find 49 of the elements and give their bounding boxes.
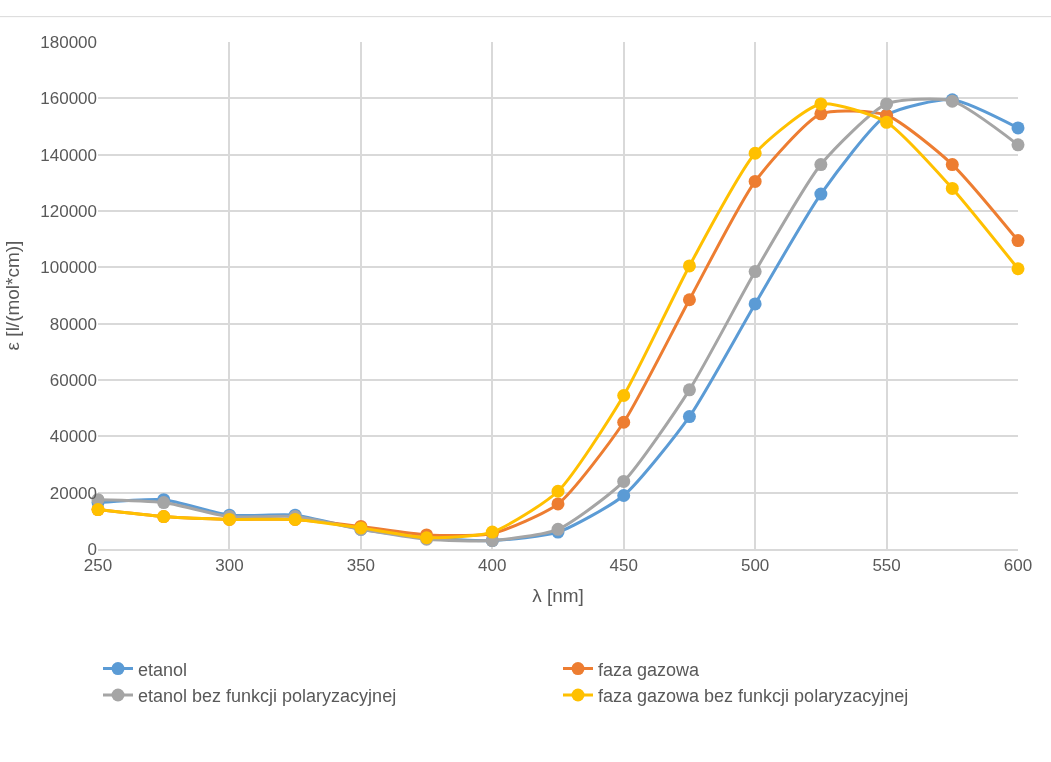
point — [551, 497, 565, 511]
point — [1011, 234, 1025, 248]
point — [748, 265, 762, 279]
y-tick-label: 140000 — [40, 145, 97, 165]
y-tick-label: 160000 — [40, 89, 97, 109]
point — [880, 97, 894, 111]
x-tick-label: 350 — [346, 556, 376, 576]
point — [682, 410, 696, 424]
point — [748, 297, 762, 311]
point — [945, 158, 959, 172]
y-tick-label: 180000 — [40, 32, 97, 52]
point — [814, 187, 828, 201]
point — [1011, 262, 1025, 276]
y-tick-label: 80000 — [49, 314, 97, 334]
x-tick-label: 300 — [215, 556, 244, 576]
point — [551, 484, 565, 498]
point — [617, 488, 631, 502]
point — [682, 259, 696, 273]
legend-label: etanol bez funkcji polaryzacyjnej — [138, 686, 397, 707]
legend-label: faza gazowa — [598, 659, 701, 680]
point — [814, 97, 828, 111]
y-tick-label: 60000 — [49, 370, 97, 390]
y-tick-label: 40000 — [49, 427, 97, 447]
point — [617, 474, 631, 488]
legend-label: etanol — [138, 659, 188, 680]
point — [617, 388, 631, 402]
x-tick-label: 450 — [609, 556, 638, 576]
point — [748, 174, 762, 188]
x-tick-label: 550 — [872, 556, 901, 576]
x-tick-label: 250 — [83, 556, 113, 576]
x-tick-label: 400 — [478, 556, 507, 576]
point — [880, 115, 894, 129]
point — [748, 146, 762, 160]
y-axis-title: ε [l/(mol*cm)] — [2, 240, 24, 351]
point — [1011, 138, 1025, 152]
y-tick-label: 20000 — [49, 483, 97, 503]
x-tick-label: 500 — [740, 556, 770, 576]
x-axis-title: λ [nm] — [532, 585, 584, 607]
point — [682, 293, 696, 307]
legend-label: faza gazowa bez funkcji polaryzacyjnej — [598, 686, 909, 707]
point — [945, 181, 959, 195]
y-tick-label: 120000 — [40, 201, 97, 221]
y-tick-label: 0 — [87, 539, 97, 559]
y-tick-label: 100000 — [40, 258, 97, 278]
point — [617, 415, 631, 429]
point — [682, 383, 696, 397]
point — [814, 158, 828, 172]
x-tick-label: 600 — [1003, 556, 1033, 576]
point — [1011, 121, 1025, 135]
